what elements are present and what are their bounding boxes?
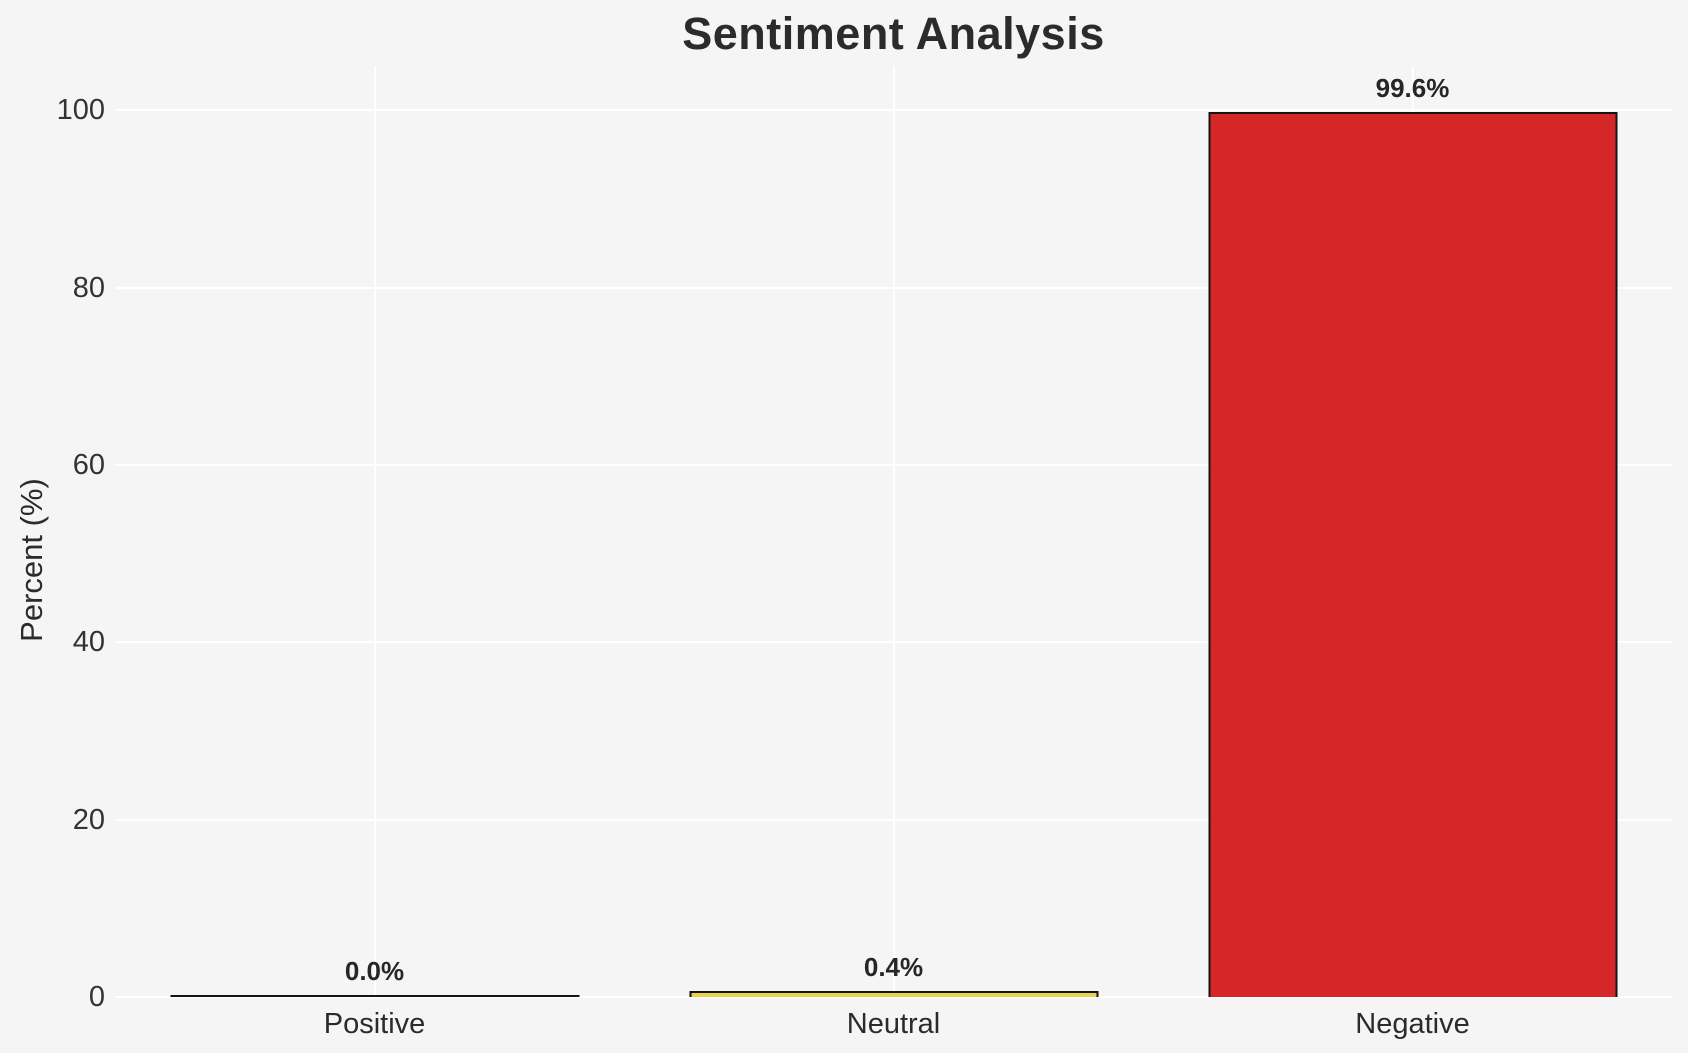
bar-negative — [1208, 111, 1617, 997]
bar-value-label-neutral: 0.4% — [863, 952, 924, 983]
y-tick-label-80: 80 — [72, 271, 105, 304]
gridline-horizontal-0 — [115, 996, 1672, 998]
y-tick-label-60: 60 — [72, 449, 105, 481]
y-axis-label: Percent (%) — [14, 478, 49, 642]
x-tick-label-positive: Positive — [323, 1008, 426, 1040]
bar-positive — [170, 995, 579, 997]
gridline-vertical-neutral — [892, 66, 895, 997]
gridline-vertical-positive — [373, 66, 376, 997]
x-tick-label-negative: Negative — [1355, 1008, 1470, 1040]
y-tick-label-0: 0 — [88, 981, 105, 1013]
plot-area: 0.0% 0.4% 99.6% — [115, 66, 1672, 998]
x-tick-label-neutral: Neutral — [846, 1008, 941, 1040]
y-tick-label-20: 20 — [72, 803, 105, 836]
chart-title: Sentiment Analysis — [682, 8, 1105, 59]
y-tick-label-40: 40 — [72, 626, 105, 659]
bar-value-label-negative: 99.6% — [1375, 72, 1450, 103]
bar-neutral — [689, 991, 1098, 997]
y-tick-label-100: 100 — [56, 94, 105, 127]
bar-value-label-positive: 0.0% — [344, 956, 405, 986]
